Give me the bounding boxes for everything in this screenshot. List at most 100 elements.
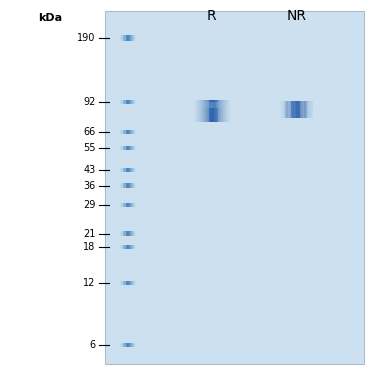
Bar — [123, 34, 124, 40]
Bar — [132, 231, 133, 236]
Bar — [129, 183, 130, 188]
Bar — [211, 100, 213, 122]
Bar — [130, 129, 131, 134]
Bar — [119, 343, 120, 347]
Bar — [132, 146, 133, 150]
Bar — [129, 34, 130, 40]
Bar — [120, 245, 121, 249]
Bar — [284, 100, 285, 117]
Bar — [130, 168, 131, 172]
Bar — [128, 203, 129, 207]
Bar — [128, 245, 129, 249]
Bar — [304, 100, 305, 117]
Bar — [125, 245, 126, 249]
Bar — [202, 102, 204, 108]
Bar — [128, 343, 129, 347]
Bar — [131, 282, 132, 285]
Bar — [131, 168, 132, 172]
Bar — [133, 282, 134, 285]
Bar — [129, 343, 130, 347]
Bar — [126, 183, 127, 188]
Bar — [202, 102, 203, 108]
Bar — [136, 183, 137, 188]
Bar — [206, 100, 207, 122]
Bar — [296, 100, 297, 117]
Bar — [132, 168, 133, 172]
Bar — [119, 34, 120, 40]
Bar — [123, 168, 124, 172]
Bar — [134, 245, 135, 249]
Bar — [124, 34, 126, 40]
Bar — [123, 100, 124, 104]
Bar — [132, 168, 133, 172]
Bar — [123, 100, 124, 104]
Bar — [216, 100, 217, 122]
Bar — [125, 146, 126, 150]
Bar — [131, 129, 132, 134]
Bar — [133, 34, 134, 40]
Bar — [121, 183, 122, 188]
Bar — [134, 203, 135, 207]
Bar — [216, 102, 217, 108]
Bar — [121, 343, 122, 347]
Bar — [280, 100, 282, 117]
Bar — [133, 231, 134, 236]
Bar — [135, 245, 136, 249]
Bar — [123, 231, 124, 236]
Bar — [210, 100, 212, 122]
Bar — [127, 203, 128, 207]
Bar — [124, 168, 126, 172]
Bar — [285, 100, 286, 117]
Bar — [295, 100, 296, 117]
Bar — [126, 100, 127, 104]
Bar — [120, 231, 121, 236]
Bar — [222, 102, 223, 108]
Bar — [212, 100, 214, 122]
Bar — [127, 343, 128, 347]
Bar — [129, 168, 130, 172]
Bar — [124, 129, 126, 134]
Bar — [123, 183, 124, 188]
Bar — [119, 183, 120, 188]
Bar — [194, 100, 195, 122]
Bar — [133, 245, 134, 249]
Bar — [120, 203, 121, 207]
Bar — [121, 146, 122, 150]
Bar — [136, 34, 137, 40]
Bar — [129, 231, 130, 236]
Bar — [135, 183, 136, 188]
Text: 66: 66 — [83, 127, 96, 136]
Bar — [121, 231, 122, 236]
Bar — [120, 100, 121, 104]
Bar — [221, 102, 222, 108]
Bar — [122, 282, 123, 285]
Bar — [120, 34, 121, 40]
Bar — [121, 34, 122, 40]
Bar — [120, 231, 121, 236]
Bar — [127, 168, 128, 172]
Bar — [134, 146, 135, 150]
Bar — [290, 100, 291, 117]
Bar — [132, 245, 133, 249]
Bar — [228, 102, 229, 108]
Bar — [130, 203, 131, 207]
Bar — [120, 183, 121, 188]
Bar — [129, 231, 130, 236]
Bar — [300, 100, 302, 117]
Bar — [136, 129, 137, 134]
Bar — [195, 100, 196, 122]
Bar — [123, 245, 124, 249]
Bar — [126, 231, 127, 236]
Bar — [134, 129, 135, 134]
Bar — [122, 34, 123, 40]
Bar — [289, 100, 290, 117]
Bar — [126, 203, 127, 207]
Bar — [132, 231, 133, 236]
Bar — [122, 100, 123, 104]
Bar — [120, 146, 121, 150]
Bar — [281, 100, 282, 117]
Bar — [123, 245, 124, 249]
Bar — [128, 282, 129, 285]
Bar — [127, 100, 128, 104]
Bar — [121, 245, 122, 249]
